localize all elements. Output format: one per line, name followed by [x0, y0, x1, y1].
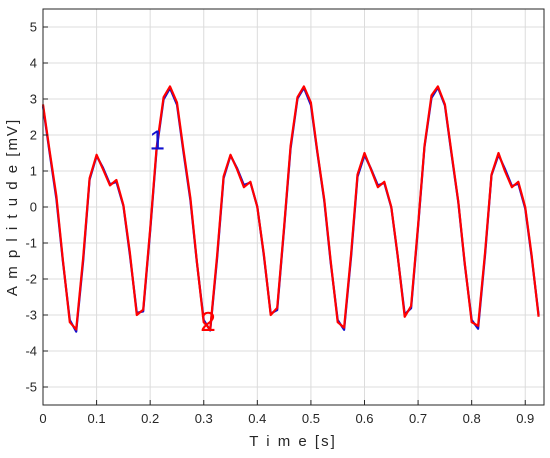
annotation-label-2: 2 [200, 306, 216, 337]
y-tick-label: -5 [25, 380, 37, 395]
x-tick-label: 0.1 [88, 411, 106, 426]
x-axis-title: T i m e [s] [249, 433, 337, 450]
x-tick-label: 0 [39, 411, 46, 426]
x-tick-label: 0.4 [248, 411, 266, 426]
y-tick-label: -1 [25, 236, 37, 251]
x-tick-label: 0.8 [463, 411, 481, 426]
x-tick-label: 0.7 [409, 411, 427, 426]
y-tick-label: 1 [30, 164, 37, 179]
x-tick-label: 0.6 [355, 411, 373, 426]
y-tick-label: 3 [30, 92, 37, 107]
y-tick-label: 0 [30, 200, 37, 215]
y-tick-label: -3 [25, 308, 37, 323]
y-tick-label: 4 [30, 56, 37, 71]
y-tick-label: -2 [25, 272, 37, 287]
y-tick-label: 5 [30, 20, 37, 35]
x-tick-label: 0.3 [195, 411, 213, 426]
y-axis-title: A m p l i t u d e [mV] [4, 118, 21, 296]
ticks: 0 0.1 0.2 0.3 0.4 0.5 0.6 0.7 0.8 0.9 -5 -4 -3 -2 -1 0 1… [25, 20, 534, 427]
annotation-label-1: 1 [149, 124, 165, 155]
series-layer [41, 85, 540, 333]
series-2-line [41, 85, 540, 331]
x-tick-label: 0.9 [516, 411, 534, 426]
y-tick-label: -4 [25, 344, 37, 359]
y-tick-label: 2 [30, 128, 37, 143]
annotations: 12 [149, 124, 215, 337]
x-tick-label: 0.2 [141, 411, 159, 426]
x-tick-label: 0.5 [302, 411, 320, 426]
